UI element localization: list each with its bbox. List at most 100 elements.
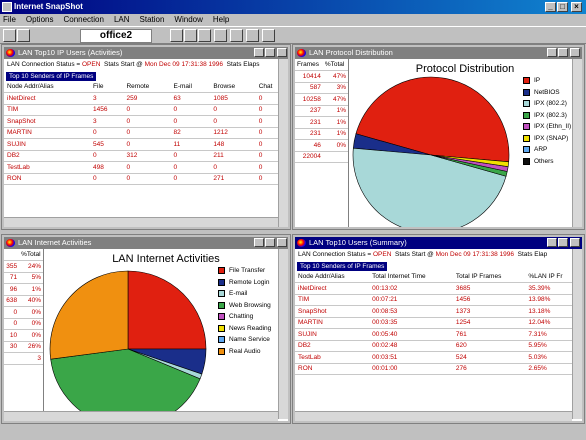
zoom-icon[interactable] [170, 29, 183, 42]
table-row[interactable]: 30 26% [4, 341, 43, 353]
table-row[interactable]: 231 1% [295, 128, 348, 140]
table-cell: 0 [210, 104, 256, 116]
column-header[interactable]: Node Addr/Alias [4, 81, 91, 93]
table-row[interactable]: TIM 1456 0 0 0 0 [4, 104, 288, 116]
minimize-icon[interactable]: _ [545, 2, 556, 12]
table-row[interactable]: iNetDirect 00:13:02 3685 35.39% [295, 282, 582, 295]
table-row[interactable]: SnapShot 3 0 0 0 0 [4, 115, 288, 128]
legend-label: Remote Login [229, 278, 270, 286]
table-row[interactable]: TIM 00:07:21 1456 13.98% [295, 294, 582, 306]
column-header[interactable]: %LAN IP Fr [525, 271, 582, 283]
table-cell: MARTIN [295, 317, 370, 329]
table-row[interactable]: TestLab 00:03:51 524 5.03% [295, 351, 582, 364]
close-icon[interactable] [277, 238, 287, 247]
table-row[interactable]: SnapShot 00:08:53 1373 13.18% [295, 305, 582, 318]
window-internet-activities[interactable]: LAN Internet Activities %Total 355 24% 71 5… [1, 234, 291, 424]
table-row[interactable]: iNetDirect 3 259 63 1085 0 [4, 92, 288, 105]
table-row[interactable]: 0 0% [4, 318, 43, 330]
menu-station[interactable]: Station [139, 15, 165, 24]
table-row[interactable]: 587 3% [295, 82, 348, 94]
table-row[interactable]: 46 0% [295, 139, 348, 152]
window-top10-summary[interactable]: LAN Top10 Users (Summary) LAN Connection… [292, 234, 585, 424]
minimize-icon[interactable] [254, 48, 264, 57]
table-row[interactable]: 237 1% [295, 105, 348, 117]
menu-help[interactable]: Help [212, 15, 230, 24]
column-header[interactable]: Remote [123, 81, 171, 93]
table-cell: 00:08:53 [369, 305, 453, 318]
menu-options[interactable]: Options [25, 15, 54, 24]
vertical-scrollbar[interactable] [572, 59, 582, 227]
column-header[interactable]: Total IP Frames [452, 271, 526, 283]
traffic-light-icon[interactable] [230, 29, 243, 42]
table-row[interactable]: 22004 [295, 151, 348, 163]
table-row[interactable]: DB2 00:02:48 620 5.95% [295, 340, 582, 352]
column-header[interactable]: %Total [322, 59, 348, 71]
window-title-bar[interactable]: LAN Internet Activities [4, 237, 288, 249]
column-header[interactable]: Node Addr/Alias [295, 271, 370, 283]
table-row[interactable]: MARTIN 0 0 82 1212 0 [4, 127, 288, 139]
table-row[interactable]: RON 00:01:00 276 2.65% [295, 363, 582, 375]
column-header[interactable]: Frames [295, 59, 323, 71]
table-row[interactable]: 355 24% [4, 260, 43, 273]
maximize-icon[interactable] [558, 48, 568, 57]
table-row[interactable]: 638 40% [4, 295, 43, 307]
menu-lan[interactable]: LAN [113, 15, 130, 24]
window-title-bar[interactable]: LAN Protocol Distribution [295, 47, 582, 59]
table-row[interactable]: 10414 47% [295, 70, 348, 83]
menu-connection[interactable]: Connection [63, 15, 104, 24]
horizontal-scrollbar[interactable] [295, 411, 572, 421]
table-row[interactable]: 96 1% [4, 283, 43, 296]
station-select[interactable]: office2 [80, 29, 152, 43]
vertical-scrollbar[interactable] [572, 249, 582, 419]
column-header[interactable]: %Total [19, 249, 43, 261]
maximize-icon[interactable] [265, 48, 275, 57]
table-row[interactable]: 3 [4, 352, 43, 365]
table-row[interactable]: RON 0 0 0 271 0 [4, 173, 288, 185]
window-title-bar[interactable]: LAN Top10 IP Users (Activities) [4, 47, 288, 59]
table-row[interactable]: TestLab 498 0 0 0 0 [4, 161, 288, 174]
chart-icon[interactable] [198, 29, 211, 42]
table-row[interactable]: 0 0% [4, 306, 43, 319]
open-icon[interactable] [17, 29, 30, 42]
vertical-scrollbar[interactable] [278, 249, 288, 419]
table-row[interactable]: 71 5% [4, 272, 43, 284]
window-title-bar[interactable]: LAN Top10 Users (Summary) [295, 237, 582, 249]
close-icon[interactable] [277, 48, 287, 57]
column-header[interactable]: Chat [255, 81, 288, 93]
column-header[interactable]: Total Internet Time [369, 271, 453, 283]
table-row[interactable]: 10258 47% [295, 93, 348, 106]
column-header[interactable]: Browse [210, 81, 256, 93]
maximize-icon[interactable] [558, 238, 568, 247]
horizontal-scrollbar[interactable] [4, 411, 278, 421]
close-icon[interactable] [570, 238, 580, 247]
table-row[interactable]: SUJIN 545 0 11 148 0 [4, 138, 288, 151]
minimize-icon[interactable] [547, 238, 557, 247]
column-header[interactable]: E-mail [170, 81, 211, 93]
minimize-icon[interactable] [547, 48, 557, 57]
table-row[interactable]: SUJIN 00:05:40 761 7.31% [295, 328, 582, 341]
maximize-icon[interactable] [265, 238, 275, 247]
table-row[interactable]: 231 1% [295, 116, 348, 129]
close-icon[interactable] [570, 48, 580, 57]
minimize-icon[interactable] [254, 238, 264, 247]
help-icon[interactable] [262, 29, 275, 42]
vertical-scrollbar[interactable] [278, 59, 288, 227]
table-row[interactable]: 10 0% [4, 329, 43, 342]
window-top10-activities[interactable]: LAN Top10 IP Users (Activities) LAN Conn… [1, 44, 291, 230]
column-header[interactable]: File [90, 81, 124, 93]
table-cell: 46 [295, 139, 323, 152]
refresh-icon[interactable] [246, 29, 259, 42]
window-protocol-distribution[interactable]: LAN Protocol Distribution Frames %Total … [292, 44, 585, 230]
app-icon[interactable] [2, 2, 12, 12]
window-icon[interactable] [184, 29, 197, 42]
menu-window[interactable]: Window [174, 15, 203, 24]
table-cell: SUJIN [4, 138, 91, 151]
horizontal-scrollbar[interactable] [4, 217, 278, 227]
table-row[interactable]: DB2 0 312 0 211 0 [4, 150, 288, 162]
menu-file[interactable]: File [3, 15, 16, 24]
table-row[interactable]: MARTIN 00:03:35 1254 12.04% [295, 317, 582, 329]
maximize-icon[interactable]: □ [557, 2, 568, 12]
print-icon[interactable] [214, 29, 227, 42]
new-icon[interactable] [3, 29, 16, 42]
close-icon[interactable]: × [571, 2, 582, 12]
